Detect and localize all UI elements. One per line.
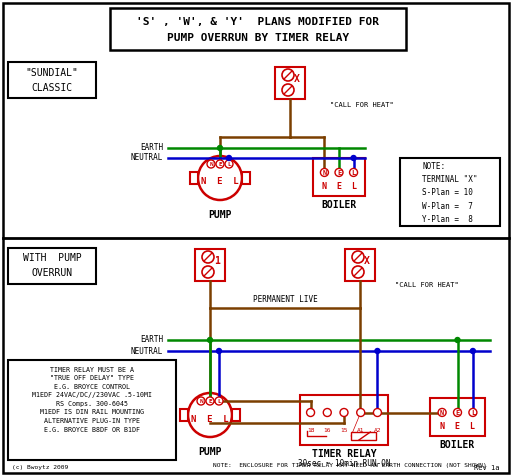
Text: A1: A1 (357, 428, 365, 434)
Circle shape (282, 69, 294, 81)
Circle shape (323, 408, 331, 416)
Text: BOILER: BOILER (440, 440, 475, 450)
Text: PUMP OVERRUN BY TIMER RELAY: PUMP OVERRUN BY TIMER RELAY (167, 33, 349, 43)
Text: (c) Bwoytz 2009: (c) Bwoytz 2009 (12, 466, 68, 470)
Text: N  E  L: N E L (322, 182, 356, 191)
Text: "CALL FOR HEAT": "CALL FOR HEAT" (330, 102, 394, 108)
Text: 'S' , 'W', & 'Y'  PLANS MODIFIED FOR: 'S' , 'W', & 'Y' PLANS MODIFIED FOR (137, 17, 379, 27)
Circle shape (217, 348, 222, 354)
Text: EARTH: EARTH (140, 143, 163, 152)
Circle shape (335, 169, 343, 177)
Circle shape (351, 156, 356, 160)
Circle shape (202, 251, 214, 263)
Circle shape (197, 397, 205, 405)
Text: E: E (208, 399, 212, 404)
Circle shape (216, 160, 224, 168)
Circle shape (454, 408, 461, 416)
Text: X: X (364, 256, 370, 266)
Text: N  E  L: N E L (440, 422, 475, 431)
Text: N: N (440, 410, 444, 416)
Text: WITH  PUMP: WITH PUMP (23, 253, 81, 263)
Text: Rev 1a: Rev 1a (475, 465, 500, 471)
Circle shape (321, 169, 328, 177)
Text: E: E (218, 162, 222, 167)
Bar (195, 249, 225, 281)
Text: 18: 18 (307, 428, 314, 434)
Bar (232, 409, 240, 421)
Text: BOILER: BOILER (322, 200, 357, 210)
Text: CLASSIC: CLASSIC (31, 83, 73, 93)
Text: 30sec ~ 10min RUN-ON: 30sec ~ 10min RUN-ON (298, 459, 390, 468)
Text: E: E (337, 170, 341, 176)
Circle shape (352, 251, 364, 263)
Circle shape (218, 146, 223, 150)
Text: EARTH: EARTH (140, 336, 163, 345)
Bar (110, 8, 406, 50)
Text: NOTE:
TERMINAL "X"
S-Plan = 10
W-Plan =  7
Y-Plan =  8: NOTE: TERMINAL "X" S-Plan = 10 W-Plan = … (422, 162, 478, 224)
Bar (275, 67, 305, 99)
Circle shape (438, 408, 446, 416)
Text: OVERRUN: OVERRUN (31, 268, 73, 278)
Circle shape (225, 160, 233, 168)
Text: N: N (199, 399, 203, 404)
Text: PERMANENT LIVE: PERMANENT LIVE (252, 295, 317, 304)
Circle shape (282, 84, 294, 96)
Circle shape (352, 266, 364, 278)
Circle shape (207, 337, 212, 343)
Text: TIMER RELAY: TIMER RELAY (312, 449, 376, 459)
Bar (242, 172, 250, 184)
Text: L: L (471, 410, 475, 416)
Text: NEUTRAL: NEUTRAL (131, 153, 163, 162)
Circle shape (357, 408, 365, 416)
Circle shape (307, 408, 314, 416)
Text: L: L (227, 162, 231, 167)
Circle shape (198, 156, 242, 200)
Text: PUMP: PUMP (198, 447, 222, 457)
Circle shape (471, 348, 476, 354)
Bar (8, 360, 176, 460)
Text: PUMP: PUMP (208, 210, 232, 220)
Text: TIMER RELAY MUST BE A
"TRUE OFF DELAY" TYPE
E.G. BROYCE CONTROL
M1EDF 24VAC/DC//: TIMER RELAY MUST BE A "TRUE OFF DELAY" T… (32, 367, 152, 433)
Circle shape (340, 408, 348, 416)
Bar (351, 432, 376, 440)
Bar (8, 62, 96, 98)
Circle shape (206, 397, 214, 405)
Bar (313, 158, 365, 196)
Text: L: L (217, 399, 221, 404)
Text: 15: 15 (340, 428, 348, 434)
Bar (190, 172, 198, 184)
Circle shape (350, 169, 357, 177)
Text: N  E  L: N E L (201, 178, 239, 187)
Text: NOTE:  ENCLOSURE FOR TIMER RELAY MAY NEED AN EARTH CONNECTION (NOT SHOWN): NOTE: ENCLOSURE FOR TIMER RELAY MAY NEED… (213, 463, 487, 467)
Bar (430, 398, 485, 436)
Bar (345, 249, 375, 281)
Circle shape (373, 408, 381, 416)
Text: N: N (209, 162, 213, 167)
Text: E: E (455, 410, 460, 416)
Bar (300, 395, 388, 445)
Text: 16: 16 (324, 428, 331, 434)
Circle shape (202, 266, 214, 278)
Bar (400, 158, 500, 226)
Circle shape (469, 408, 477, 416)
Text: 1: 1 (214, 256, 220, 266)
Text: N: N (323, 170, 327, 176)
Text: L: L (351, 170, 356, 176)
Text: NEUTRAL: NEUTRAL (131, 347, 163, 356)
Text: "SUNDIAL": "SUNDIAL" (26, 68, 78, 78)
Text: N  E  L: N E L (191, 415, 229, 424)
Text: A2: A2 (374, 428, 381, 434)
Bar (180, 409, 188, 421)
Text: X: X (294, 74, 300, 84)
Circle shape (455, 337, 460, 343)
Circle shape (215, 397, 223, 405)
Text: "CALL FOR HEAT": "CALL FOR HEAT" (395, 282, 459, 288)
Circle shape (226, 156, 231, 160)
Circle shape (375, 348, 380, 354)
Bar (8, 248, 96, 284)
Circle shape (207, 160, 215, 168)
Circle shape (188, 393, 232, 437)
